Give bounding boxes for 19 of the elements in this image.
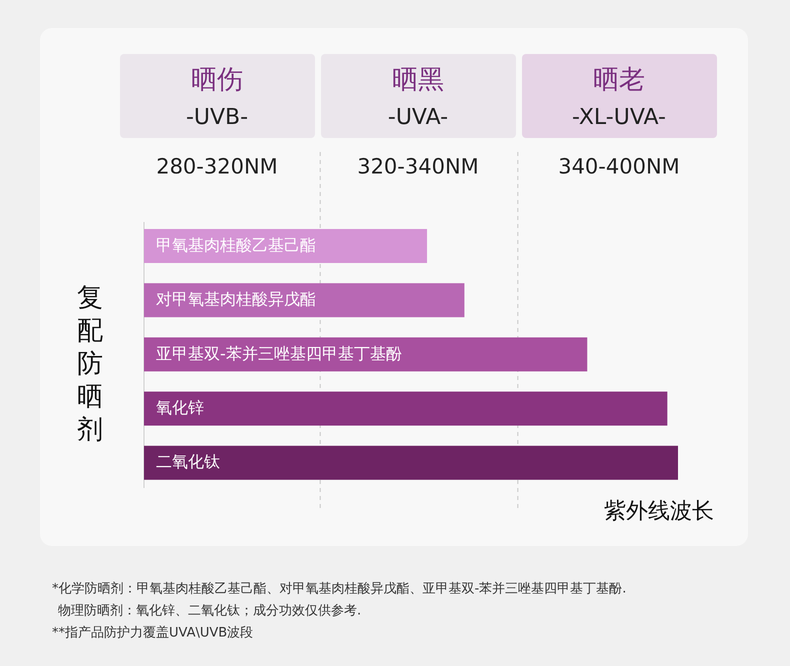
header: -UVB- — [186, 105, 248, 130]
category: 亚甲基双-苯并三唑基四甲基丁基酚 — [156, 344, 402, 363]
header: 280-320NM — [156, 154, 278, 179]
category: 二氧化钛 — [156, 452, 220, 472]
ylabel: 复配防晒剂 — [77, 283, 103, 445]
header: 晒老 — [593, 65, 645, 96]
header: -XL-UVA- — [572, 105, 666, 130]
category: 对甲氧基肉桂酸异戊酯 — [156, 290, 316, 309]
header: -UVA- — [388, 105, 448, 130]
annotation: 物理防晒剂：氧化锌、二氧化钛；成分功效仅供参考. — [58, 604, 362, 619]
category: 甲氧基肉桂酸乙基己酯 — [156, 235, 316, 254]
category: 氧化锌 — [156, 398, 204, 417]
header: 晒黑 — [392, 65, 444, 96]
xlabel: 紫外线波长 — [604, 499, 714, 524]
header: 320-340NM — [357, 154, 479, 179]
annotation: **指产品防护力覆盖UVA\UVB波段 — [52, 626, 254, 641]
header: 340-400NM — [558, 154, 680, 179]
annotation: *化学防晒剂：甲氧基肉桂酸乙基己酯、对甲氧基肉桂酸异戊酯、亚甲基双-苯并三唑基四甲基丁基酚. — [52, 582, 626, 597]
header: 晒伤 — [191, 65, 243, 96]
